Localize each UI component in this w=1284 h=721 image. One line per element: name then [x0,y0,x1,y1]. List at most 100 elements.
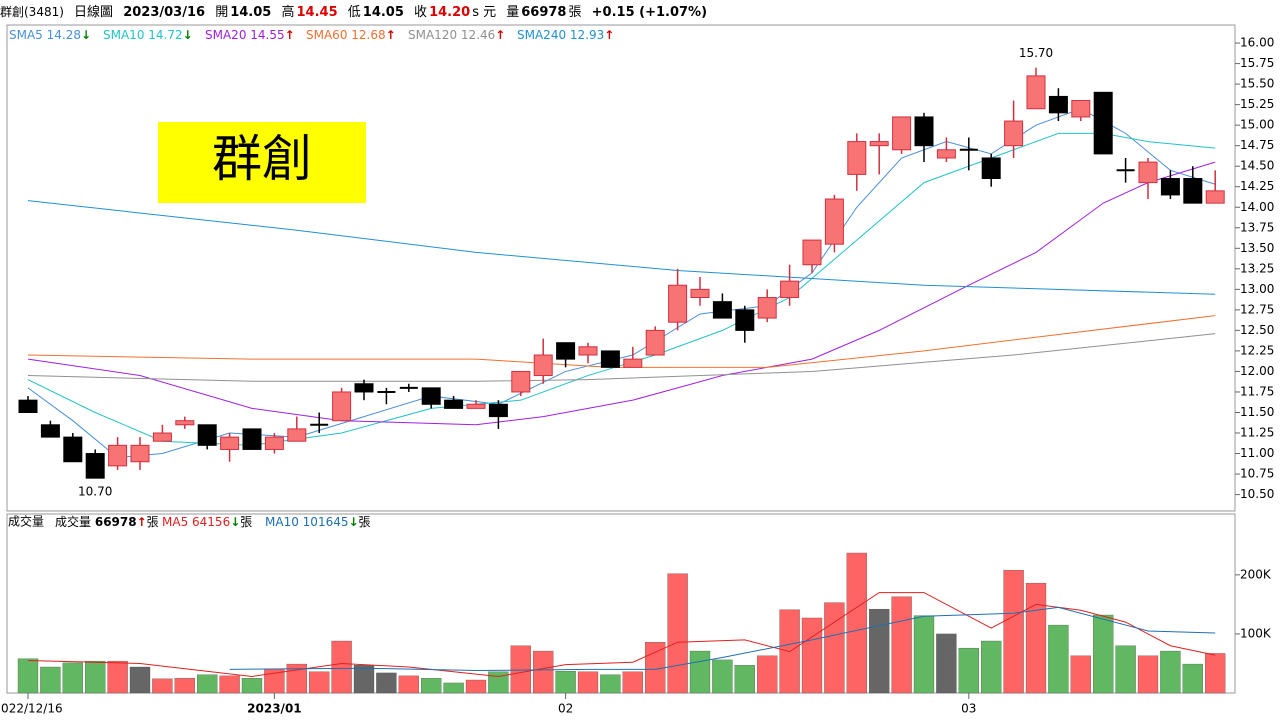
y-tick-label: 100K [1240,626,1272,640]
candle-body [533,354,553,377]
candle-body [488,403,508,418]
legend-entry: MA5 64156↓張 [162,515,252,529]
close-label: 收 [414,5,428,20]
annotation: 10.70 [78,485,112,499]
vol-label: 量 [506,5,520,20]
open: 14.05 [230,5,272,20]
volume-bar [1093,614,1114,694]
candle-body [847,141,867,175]
volume-bar [309,671,330,694]
y-tick-label: 15.25 [1240,97,1274,111]
candle-body [712,301,732,319]
candle-body [444,399,464,409]
volume-bar [757,655,778,694]
y-tick-label: 200K [1240,567,1272,581]
date: 2023/03/16 [123,5,206,20]
legend-trend: ↑ [604,28,614,42]
x-tick-label: 03 [961,702,976,716]
volume-bar [1003,569,1024,694]
candle-body [152,432,172,442]
y-tick-label: 10.50 [1240,487,1274,501]
legend-trend: ↑ [137,515,147,529]
candle-body [623,358,643,368]
volume-bar [241,678,263,694]
y-tick-label: 10.75 [1240,467,1274,481]
volume-bar [443,682,464,694]
y-tick-label: 14.50 [1240,159,1274,173]
volume-bar [219,675,240,694]
legend-name: SMA240 [517,28,566,42]
candle-body [824,198,844,245]
candle-body [130,444,150,463]
candle-body [936,149,956,159]
legend-trend: ↓ [81,28,91,42]
candle-body [18,399,38,413]
label-box [158,122,366,203]
volume-bar [174,678,195,694]
legend-entry: MA10 101645↓張 [265,515,371,529]
view: 日線圖 [74,5,114,20]
candle-body [1004,120,1024,147]
volume-bar [1048,624,1069,694]
legend-name: SMA60 [306,28,347,42]
y-tick-label: 11.00 [1240,446,1274,460]
legend-entry: SMA120 12.46↑ [408,28,505,42]
volume-bar [1182,663,1203,694]
candle-body [1205,190,1225,204]
candle-body [1048,95,1068,114]
low-label: 低 [347,5,361,20]
volume-bar [421,678,442,694]
candle-body [511,370,531,393]
candle-body [780,280,800,299]
ma-line [229,606,1216,672]
legend-value: 12.68 [351,28,385,42]
legend-entry: SMA60 12.68↑ [306,28,396,42]
candle-body [981,157,1001,180]
volume-bar [1115,645,1136,694]
legend-name: MA10 [265,515,299,529]
ma-line [27,333,1216,382]
volume-bar [197,674,218,694]
candle-body [40,424,60,438]
high-label: 高 [281,5,295,20]
legend-trend: ↑ [495,28,505,42]
candle-body [556,342,576,360]
volume-bar [958,647,979,694]
volume-bar [555,670,576,694]
y-tick-label: 16.00 [1240,36,1274,50]
y-tick-label: 11.75 [1240,384,1274,398]
volume-bar [17,658,39,694]
volume-bar [869,608,890,694]
volume-bar [376,672,397,694]
volume-bar [1160,650,1181,694]
stock-label: 群創 [212,130,312,188]
y-tick-label: 13.50 [1240,241,1274,255]
ma-line [27,200,1216,295]
volume-bar [622,671,643,694]
y-tick-label: 14.25 [1240,179,1274,193]
volume-bar [510,645,531,694]
candle-body [1026,75,1046,110]
candle-body [287,428,307,442]
legend-name: SMA5 [9,28,43,42]
candle-body [242,428,262,450]
volume-bar [712,659,733,694]
candle-body [63,436,83,463]
legend-value: 12.46 [461,28,495,42]
volume-bar [801,617,823,694]
high: 14.45 [296,5,338,20]
y-tick-label: 15.00 [1240,118,1274,132]
candle-body [757,297,777,319]
legend-entry: SMA5 14.28↓ [9,28,91,42]
volume-bar [913,615,935,694]
volume-bar [824,602,845,694]
volume-bar [129,666,151,694]
volume-bar [107,660,128,694]
volume-bar [62,662,83,694]
candle-body [1138,161,1158,184]
volume-bar [645,642,666,694]
legend-trend: ↑ [285,28,295,42]
low: 14.05 [362,5,404,20]
legend-name: SMA10 [103,28,144,42]
